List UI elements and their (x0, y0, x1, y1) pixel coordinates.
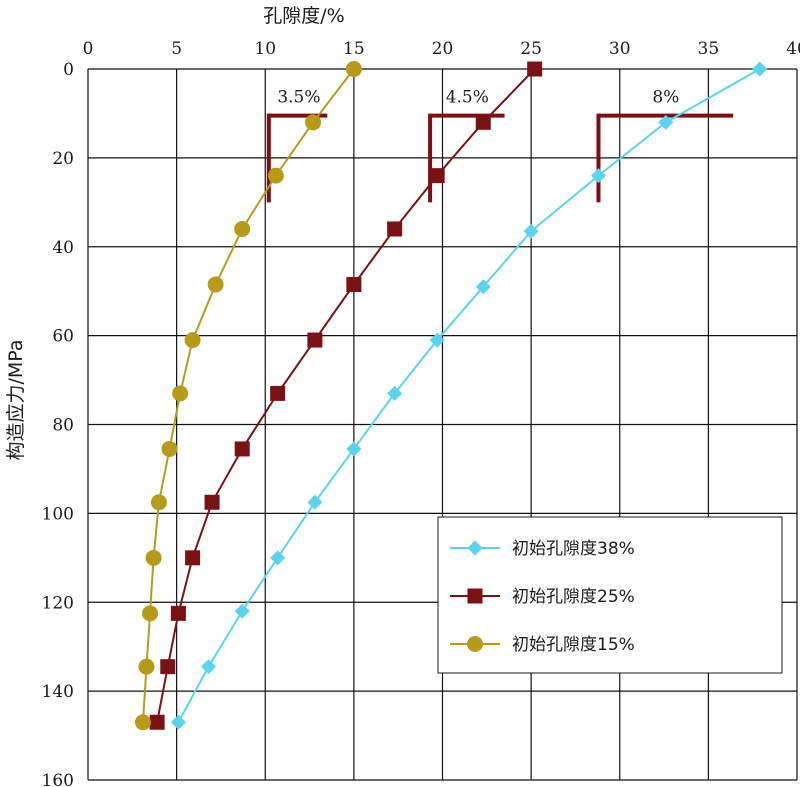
data-point (270, 550, 286, 566)
legend-label: 初始孔隙度15% (512, 635, 635, 655)
legend-swatch-marker (467, 540, 483, 556)
legend-label: 初始孔隙度25% (512, 587, 635, 607)
data-point (150, 494, 167, 511)
y-tick-label: 40 (52, 238, 74, 258)
data-point (201, 659, 217, 675)
annotation-label: 8% (652, 87, 679, 107)
data-point (142, 605, 159, 622)
data-point (270, 385, 286, 401)
legend-swatch-marker (467, 636, 483, 652)
data-point (160, 659, 176, 675)
y-tick-label: 160 (42, 771, 74, 787)
legend-swatch-marker (467, 588, 483, 604)
data-point (145, 549, 162, 566)
data-point (475, 279, 491, 295)
series-0 (170, 61, 768, 730)
data-point (138, 658, 155, 675)
legend: 初始孔隙度38% 初始孔隙度25% 初始孔隙度15% (437, 516, 783, 674)
x-axis-title: 孔隙度/% (263, 5, 344, 27)
data-point (346, 277, 362, 293)
annotation-brackets: 3.5% 4.5% 8% (266, 87, 734, 203)
data-point (161, 440, 178, 457)
data-point (387, 385, 403, 401)
data-point (305, 114, 322, 131)
data-point (204, 494, 220, 510)
data-point (184, 332, 201, 349)
data-point (475, 114, 491, 130)
data-point (345, 61, 362, 77)
data-point (429, 168, 445, 184)
data-point (429, 332, 445, 348)
legend-items: 初始孔隙度38% 初始孔隙度25% 初始孔隙度15% (450, 539, 635, 655)
y-tick-label: 120 (42, 593, 74, 613)
legend-item-1: 初始孔隙度25% (450, 587, 635, 607)
data-point (590, 168, 606, 184)
x-tick-label: 35 (698, 39, 720, 59)
data-point (185, 550, 201, 566)
y-tick-labels: 0 20 40 60 80 100 120 140 160 (42, 60, 74, 787)
data-point (234, 603, 250, 619)
x-tick-label: 0 (83, 39, 94, 59)
annotation-label: 3.5% (277, 87, 320, 107)
x-tick-label: 40 (786, 39, 800, 59)
data-point (234, 220, 251, 237)
x-tick-label: 25 (520, 39, 542, 59)
data-point (527, 61, 543, 77)
data-point (170, 605, 186, 621)
x-tick-label: 15 (343, 39, 365, 59)
data-point (523, 223, 539, 239)
annotation-label: 4.5% (446, 87, 489, 107)
x-tick-label: 10 (254, 39, 276, 59)
data-point (170, 714, 186, 730)
legend-item-0: 初始孔隙度38% (450, 539, 635, 559)
x-tick-labels: 0 5 10 15 20 25 30 35 40 (83, 39, 800, 59)
y-tick-label: 80 (52, 416, 74, 436)
data-point (387, 221, 403, 237)
legend-label: 初始孔隙度38% (512, 539, 635, 559)
series-layer (134, 61, 768, 731)
data-point (134, 714, 151, 731)
y-axis-title: 构造应力/MPa (5, 339, 27, 460)
y-tick-label: 60 (52, 327, 74, 347)
x-tick-label: 5 (171, 39, 182, 59)
y-tick-label: 140 (42, 682, 74, 702)
data-point (658, 114, 674, 130)
data-point (172, 385, 189, 402)
x-tick-label: 30 (609, 39, 631, 59)
data-point (307, 494, 323, 510)
y-tick-label: 20 (52, 149, 74, 169)
y-tick-label: 0 (63, 60, 74, 80)
series-1 (149, 61, 543, 730)
annotation-1: 4.5% (428, 87, 505, 203)
grid-lines (87, 68, 798, 781)
data-point (307, 332, 323, 348)
x-tick-label: 20 (432, 39, 454, 59)
data-point (346, 441, 362, 457)
data-point (207, 276, 224, 293)
data-point (752, 61, 768, 77)
data-point (234, 441, 250, 457)
series-2 (134, 61, 362, 731)
data-point (267, 167, 284, 184)
legend-item-2: 初始孔隙度15% (450, 635, 635, 655)
y-tick-label: 100 (42, 504, 74, 524)
data-point (149, 714, 165, 730)
